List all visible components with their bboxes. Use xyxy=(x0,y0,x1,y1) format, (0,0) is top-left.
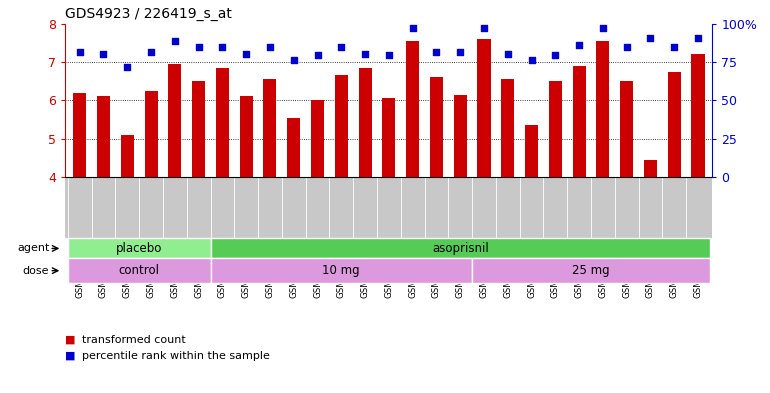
Point xyxy=(121,63,133,70)
Point xyxy=(359,50,371,57)
Bar xyxy=(477,39,490,177)
Point xyxy=(192,44,205,51)
Text: asoprisnil: asoprisnil xyxy=(432,242,488,255)
Text: dose: dose xyxy=(23,266,49,275)
Bar xyxy=(668,72,681,177)
Point xyxy=(97,50,109,57)
Text: GDS4923 / 226419_s_at: GDS4923 / 226419_s_at xyxy=(65,7,233,21)
Bar xyxy=(210,239,710,259)
Bar xyxy=(573,66,586,177)
Text: placebo: placebo xyxy=(116,242,162,255)
Bar xyxy=(644,160,657,177)
Bar xyxy=(97,97,110,177)
Bar xyxy=(68,259,210,283)
Point xyxy=(430,49,443,55)
Point xyxy=(74,49,86,55)
Text: control: control xyxy=(119,264,159,277)
Text: 10 mg: 10 mg xyxy=(323,264,360,277)
Point xyxy=(525,57,537,63)
Point xyxy=(454,49,467,55)
Text: percentile rank within the sample: percentile rank within the sample xyxy=(82,351,270,361)
Text: ■: ■ xyxy=(65,351,76,361)
Bar xyxy=(454,95,467,177)
Point xyxy=(216,44,229,51)
Point xyxy=(668,44,681,51)
Bar xyxy=(501,79,514,177)
Bar xyxy=(68,239,210,259)
Bar xyxy=(620,81,633,177)
Point xyxy=(335,44,347,51)
Point xyxy=(407,25,419,31)
Bar xyxy=(383,98,395,177)
Point xyxy=(597,25,609,31)
Bar xyxy=(263,79,276,177)
Bar xyxy=(430,77,443,177)
Point xyxy=(644,35,657,41)
Point xyxy=(383,52,395,58)
Point xyxy=(311,52,323,58)
Point xyxy=(169,38,181,44)
Text: transformed count: transformed count xyxy=(82,335,186,345)
Bar xyxy=(216,68,229,177)
Bar xyxy=(287,118,300,177)
Point xyxy=(501,50,514,57)
Point xyxy=(549,52,561,58)
Point xyxy=(621,44,633,51)
Bar xyxy=(73,93,86,177)
Bar xyxy=(121,135,134,177)
Point xyxy=(573,42,585,48)
Bar xyxy=(210,259,472,283)
Bar xyxy=(359,68,372,177)
Bar xyxy=(406,41,419,177)
Text: 25 mg: 25 mg xyxy=(572,264,610,277)
Bar xyxy=(169,64,182,177)
Bar xyxy=(192,81,205,177)
Point xyxy=(264,44,276,51)
Text: agent: agent xyxy=(17,243,49,253)
Point xyxy=(287,57,300,63)
Bar xyxy=(472,259,710,283)
Bar xyxy=(596,41,609,177)
Bar xyxy=(549,81,562,177)
Text: ■: ■ xyxy=(65,335,76,345)
Bar xyxy=(525,125,538,177)
Bar xyxy=(239,97,253,177)
Bar xyxy=(335,75,348,177)
Point xyxy=(240,50,253,57)
Bar xyxy=(145,91,158,177)
Bar xyxy=(691,54,705,177)
Point xyxy=(691,35,704,41)
Bar xyxy=(311,100,324,177)
Point xyxy=(478,25,490,31)
Point xyxy=(145,49,157,55)
